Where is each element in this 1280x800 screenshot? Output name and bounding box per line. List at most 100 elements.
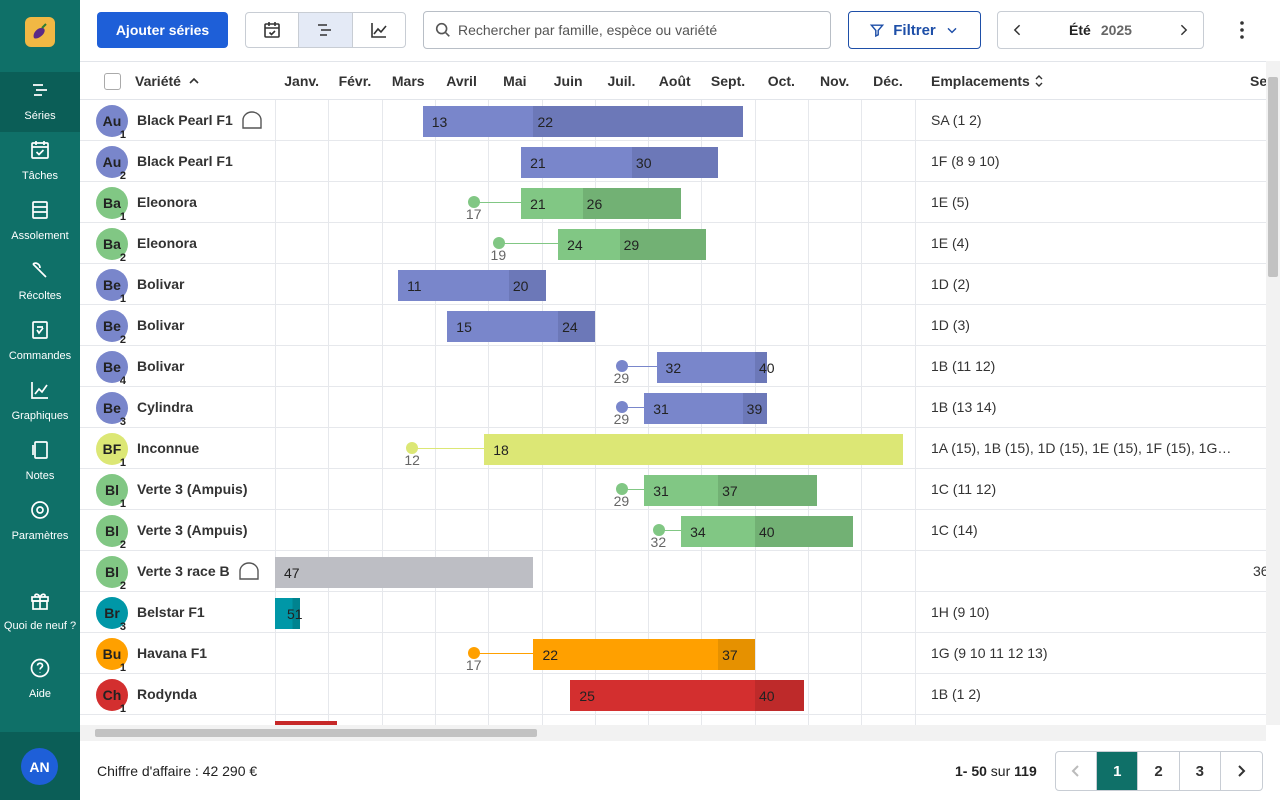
next-page-button[interactable] — [1221, 752, 1262, 790]
series-bar[interactable]: 32 40 — [656, 352, 775, 383]
variety-header[interactable]: Variété — [135, 73, 181, 89]
sidebar-item-harvest[interactable]: Récoltes — [0, 252, 80, 312]
series-bar[interactable]: 31 39 — [644, 393, 768, 424]
variety-name[interactable]: Cylindra — [137, 387, 193, 427]
table-row[interactable]: Bl 2 Verte 3 race B 36 47 — [80, 551, 1266, 592]
greenhouse-icon — [238, 562, 259, 580]
calendar-view-button[interactable] — [246, 13, 300, 47]
table-row[interactable]: Be 2 Bolivar 1D (3) 15 24 — [80, 305, 1266, 346]
table-row[interactable]: Be 1 Bolivar 1D (2) 11 20 — [80, 264, 1266, 305]
sidebar-item-orders[interactable]: Commandes — [0, 312, 80, 372]
series-bar[interactable]: 51 — [275, 598, 303, 629]
filter-button[interactable]: Filtrer — [848, 11, 981, 49]
horizontal-scrollbar[interactable] — [80, 725, 1266, 741]
sidebar-item-gift[interactable]: Quoi de neuf ? — [0, 580, 80, 644]
page-2-button[interactable]: 2 — [1138, 752, 1180, 790]
table-row[interactable]: Be 3 Cylindra 1B (13 14) 29 31 39 — [80, 387, 1266, 428]
sidebar-item-label: Commandes — [8, 350, 72, 362]
table-row[interactable]: Bl 1 Verte 3 (Ampuis) 1C (11 12) 29 31 37 — [80, 469, 1266, 510]
table-row[interactable]: BF 1 Inconnue 1A (15), 1B (15), 1D (15), 1E… — [80, 428, 1266, 469]
location-cell — [931, 551, 1231, 591]
sowing-dot[interactable] — [615, 401, 628, 413]
prev-page-button[interactable] — [1056, 752, 1098, 790]
variety-name[interactable]: Black Pearl F1 — [137, 100, 263, 140]
sidebar: Séries Tâches Assolement Récoltes Commandes G… — [0, 0, 80, 800]
sidebar-item-crop-plan[interactable]: Assolement — [0, 192, 80, 252]
sort-asc-icon[interactable] — [187, 74, 201, 88]
sidebar-item-notes[interactable]: Notes — [0, 432, 80, 492]
series-bar[interactable]: 25 40 — [570, 680, 805, 711]
variety-name[interactable]: Verte 3 (Ampuis) — [137, 469, 247, 509]
add-series-button[interactable]: Ajouter séries — [97, 12, 228, 48]
gantt-view-button[interactable] — [299, 13, 353, 47]
sidebar-item-settings[interactable]: Paramètres — [0, 492, 80, 552]
table-row[interactable]: Bl 2 Verte 3 (Ampuis) 1C (14) 32 34 40 — [80, 510, 1266, 551]
table-row[interactable] — [80, 715, 1266, 725]
sidebar-item-charts[interactable]: Graphiques — [0, 372, 80, 432]
table-row[interactable]: Ba 1 Eleonora 1E (5) 17 21 26 — [80, 182, 1266, 223]
table-row[interactable]: Be 4 Bolivar 1B (11 12) 29 32 40 — [80, 346, 1266, 387]
variety-label: Verte 3 race B — [137, 563, 230, 579]
table-row[interactable]: Bu 1 Havana F1 1G (9 10 11 12 13) 17 22 37 — [80, 633, 1266, 674]
series-bar[interactable]: 18 — [484, 434, 903, 465]
variety-name[interactable]: Belstar F1 — [137, 592, 205, 632]
variety-name[interactable]: Eleonora — [137, 182, 197, 222]
series-bar[interactable]: 21 30 — [521, 147, 719, 178]
variety-name[interactable]: Inconnue — [137, 428, 199, 468]
page-1-button[interactable]: 1 — [1097, 752, 1139, 790]
variety-name[interactable]: Rodynda — [137, 674, 197, 714]
sowing-dot[interactable] — [652, 524, 665, 536]
table-row[interactable]: Br 3 Belstar F1 1H (9 10) 51 — [80, 592, 1266, 633]
series-bar[interactable]: 31 37 — [644, 475, 817, 506]
variety-name[interactable]: Bolivar — [137, 264, 184, 304]
sidebar-item-tasks[interactable]: Tâches — [0, 132, 80, 192]
series-bar[interactable] — [275, 721, 337, 725]
series-bar[interactable]: 11 20 — [398, 270, 546, 301]
series-bar[interactable]: 13 22 — [422, 106, 743, 137]
series-bar[interactable]: 24 29 — [558, 229, 706, 260]
variety-name[interactable]: Bolivar — [137, 346, 184, 386]
table-row[interactable]: Ba 2 Eleonora 1E (4) 19 24 29 — [80, 223, 1266, 264]
series-bar[interactable]: 21 26 — [521, 188, 682, 219]
series-bar[interactable]: 34 40 — [681, 516, 854, 547]
page-3-button[interactable]: 3 — [1180, 752, 1221, 790]
sowing-dot[interactable] — [615, 483, 628, 495]
series-bar[interactable]: 22 37 — [533, 639, 755, 670]
chart-view-button[interactable] — [353, 13, 405, 47]
variety-name[interactable]: Verte 3 (Ampuis) — [137, 510, 247, 550]
series-bar[interactable]: 15 24 — [447, 311, 595, 342]
variety-name[interactable]: Black Pearl F1 — [137, 141, 233, 181]
variety-name[interactable]: Havana F1 — [137, 633, 207, 673]
series-bar[interactable]: 47 — [275, 557, 534, 588]
app-logo[interactable] — [25, 17, 55, 47]
table-row[interactable]: Au 2 Black Pearl F1 1F (8 9 10) 21 30 — [80, 141, 1266, 182]
avatar[interactable]: AN — [21, 748, 58, 785]
search-input[interactable] — [458, 22, 818, 38]
sidebar-item-series[interactable]: Séries — [0, 72, 80, 132]
variety-name[interactable]: Bolivar — [137, 305, 184, 345]
chevron-left-icon[interactable] — [1010, 22, 1026, 38]
sowing-dot[interactable] — [467, 196, 480, 208]
chevron-right-icon[interactable] — [1175, 22, 1191, 38]
variety-name[interactable]: Verte 3 race B — [137, 551, 260, 591]
pagination: 1 2 3 — [1055, 751, 1263, 791]
search-box[interactable] — [423, 11, 831, 49]
species-badge: Au 1 — [96, 105, 128, 141]
sidebar-item-help[interactable]: Aide — [0, 648, 80, 712]
series-number: 2 — [119, 252, 126, 264]
orders-icon — [32, 321, 48, 339]
sowing-dot[interactable] — [615, 360, 628, 372]
locations-header[interactable]: Emplacements — [931, 73, 1030, 89]
harvest-segment: 30 — [631, 147, 719, 178]
sort-both-icon[interactable] — [1033, 73, 1045, 89]
sowing-dot[interactable] — [406, 442, 419, 454]
sowing-dot[interactable] — [492, 237, 505, 249]
select-all-checkbox[interactable] — [104, 72, 121, 90]
more-options-icon[interactable] — [1232, 18, 1252, 42]
variety-name[interactable]: Eleonora — [137, 223, 197, 263]
table-row[interactable]: Au 1 Black Pearl F1 SA (1 2) 13 22 — [80, 100, 1266, 141]
sowing-dot[interactable] — [467, 647, 480, 659]
vertical-scrollbar[interactable] — [1266, 61, 1280, 725]
table-row[interactable]: Ch 1 Rodynda 1B (1 2) 25 40 — [80, 674, 1266, 715]
line-chart-icon — [371, 23, 387, 38]
